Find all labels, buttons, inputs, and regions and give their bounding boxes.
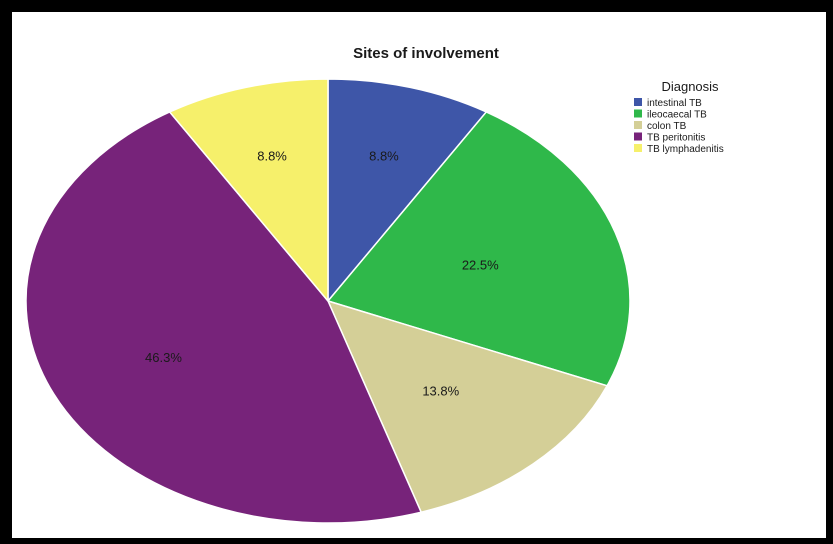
frame-border-bottom [0, 538, 833, 544]
pie-slice-ileocaecal-tb [326, 111, 631, 387]
legend-label: colon TB [647, 121, 687, 132]
pie-slice-intestinal-tb [327, 78, 488, 304]
legend-swatch [634, 98, 642, 106]
legend-swatch [634, 132, 642, 141]
pie-slice-label: 13.8% [422, 384, 459, 399]
legend-label: TB peritonitis [647, 133, 705, 144]
pie-slice-colon-tb [326, 299, 609, 514]
frame-border-right [826, 0, 833, 544]
pie-slice-tb-peritonitis [25, 111, 423, 524]
legend-swatch [634, 109, 642, 118]
pie-slice-labels: 8.8% 22.5% 13.8% 46.3% 8.8% [145, 149, 499, 399]
legend-title: Diagnosis [661, 79, 719, 94]
pie-slice-label: 46.3% [145, 350, 182, 365]
chart-title: Sites of involvement [353, 45, 499, 62]
legend-label: intestinal TB [647, 98, 702, 109]
pie-slices [25, 78, 631, 524]
pie-slice-label: 8.8% [369, 149, 399, 164]
pie-slice-tb-lymphadenitis [168, 78, 329, 304]
legend-label: ileocaecal TB [647, 110, 707, 121]
pie-slice-label: 8.8% [257, 149, 287, 164]
legend-swatch [634, 121, 642, 129]
pie-slice-label: 22.5% [462, 258, 499, 273]
legend-label: TB lymphadenitis [647, 144, 724, 155]
legend-swatch [634, 144, 642, 152]
